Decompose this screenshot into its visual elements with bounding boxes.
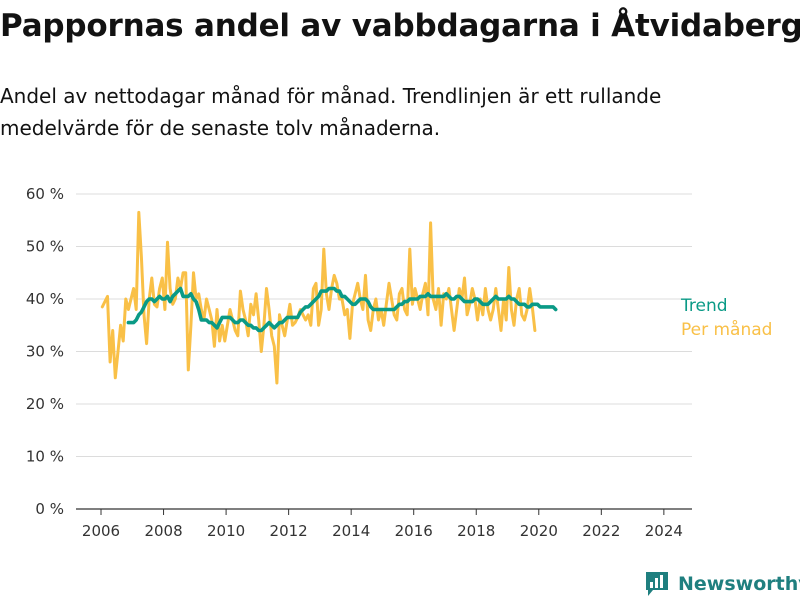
x-tick-label: 2016 bbox=[395, 522, 433, 540]
brand-name: Newsworthy bbox=[678, 573, 800, 595]
monthly-series-line bbox=[100, 210, 537, 385]
monthly-series-label: Per månad bbox=[681, 319, 772, 340]
y-tick-label: 10 % bbox=[26, 448, 64, 466]
y-tick-label: 0 % bbox=[35, 500, 64, 518]
y-tick-label: 30 % bbox=[26, 343, 64, 361]
x-tick-label: 2008 bbox=[144, 522, 182, 540]
chart-title: Pappornas andel av vabbdagarna i Åtvidab… bbox=[0, 8, 800, 44]
trend-series-line bbox=[126, 286, 558, 333]
x-tick-label: 2006 bbox=[82, 522, 120, 540]
y-tick-label: 40 % bbox=[26, 290, 64, 308]
trend-series-label: Trend bbox=[680, 296, 728, 316]
x-tick-label: 2014 bbox=[332, 522, 370, 540]
x-tick-label: 2018 bbox=[457, 522, 495, 540]
newsworthy-logo: Newsworthy bbox=[644, 570, 800, 598]
x-tick-label: 2022 bbox=[582, 522, 620, 540]
x-tick-label: 2012 bbox=[270, 522, 308, 540]
y-tick-label: 20 % bbox=[26, 395, 64, 413]
y-tick-label: 60 % bbox=[26, 185, 64, 203]
y-tick-label: 50 % bbox=[26, 238, 64, 256]
x-tick-label: 2010 bbox=[207, 522, 245, 540]
x-tick-label: 2024 bbox=[645, 522, 683, 540]
x-tick-label: 2020 bbox=[520, 522, 558, 540]
bar-chart-logo-icon bbox=[646, 572, 668, 596]
chart-subtitle: Andel av nettodagar månad för månad. Tre… bbox=[0, 84, 662, 140]
